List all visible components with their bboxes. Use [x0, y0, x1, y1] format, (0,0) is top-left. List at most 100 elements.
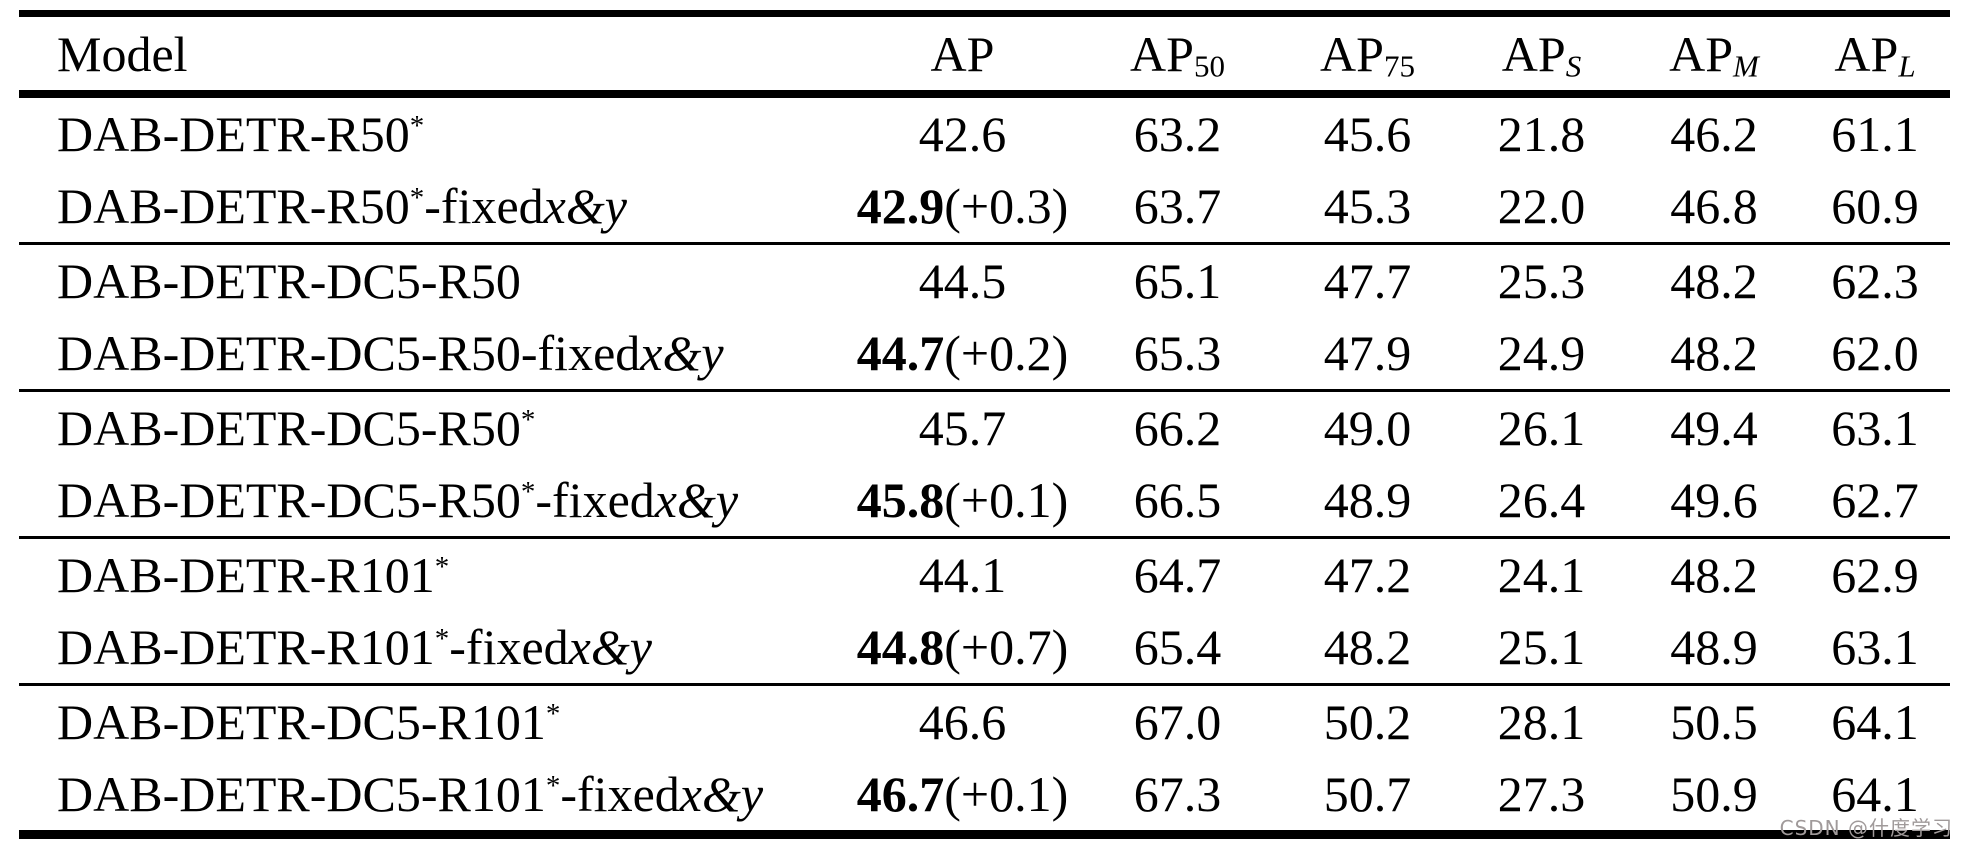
col-header-ap50: AP50 [1075, 13, 1280, 98]
apm-cell: 46.2 [1670, 106, 1758, 162]
apl-cell: 64.1 [1831, 766, 1919, 822]
ap75-cell: 47.9 [1323, 325, 1412, 381]
ap-cell: 42.9(+0.3) [850, 170, 1075, 244]
ap75-cell: 45.6 [1323, 106, 1412, 162]
ap50-cell: 66.2 [1075, 389, 1280, 464]
ap-value: 44.7 [856, 325, 945, 381]
ap-cell: 46.7(+0.1) [850, 758, 1075, 835]
asterisk-superscript: * [409, 182, 425, 215]
table-row: DAB-DETR-R101* 44.1 64.7 47.2 24.1 48.2 … [19, 536, 1950, 611]
apm-cell: 48.9 [1670, 619, 1758, 675]
apl-cell: 63.1 [1831, 619, 1919, 675]
col-header-ap-label: AP [930, 25, 995, 82]
asterisk-superscript: * [545, 698, 561, 731]
asterisk-superscript: * [434, 623, 450, 656]
col-header-apl-label: AP [1834, 25, 1899, 82]
ap-cell: 44.7(+0.2) [850, 317, 1075, 391]
fixed-math-xy: x&y [543, 178, 627, 234]
ap-cell: 45.8(+0.1) [850, 464, 1075, 538]
ap50-cell: 67.0 [1075, 683, 1280, 758]
asterisk-superscript: * [409, 110, 425, 143]
ap-cell: 44.8(+0.7) [850, 611, 1075, 685]
aps-cell: 26.4 [1497, 472, 1586, 528]
table-row: DAB-DETR-DC5-R101* 46.6 67.0 50.2 28.1 5… [19, 683, 1950, 758]
table-row: DAB-DETR-DC5-R50*-fixedx&y 45.8(+0.1) 66… [19, 464, 1950, 538]
header-row: Model AP AP50 AP75 APS APM APL [19, 13, 1950, 98]
model-name: DAB-DETR-R50 [57, 178, 410, 234]
ap75-cell: 48.2 [1323, 619, 1412, 675]
ap50-cell: 65.4 [1133, 619, 1222, 675]
results-table: Model AP AP50 AP75 APS APM APL DAB-DETR-… [19, 10, 1950, 839]
asterisk-superscript: * [520, 404, 536, 437]
apl-cell: 62.9 [1800, 536, 1950, 611]
aps-cell: 24.9 [1497, 325, 1586, 381]
fixed-math-xy: x&y [568, 619, 652, 675]
model-cell: DAB-DETR-DC5-R50-fixedx&y [19, 317, 850, 391]
ap-value: 42.9 [856, 178, 945, 234]
model-name: DAB-DETR-DC5-R101 [57, 694, 546, 750]
model-name: DAB-DETR-DC5-R101 [57, 766, 546, 822]
col-header-apm-sub: M [1733, 48, 1759, 84]
ap-value: 45.7 [918, 400, 1007, 456]
table-row: DAB-DETR-R50* 42.6 63.2 45.6 21.8 46.2 6… [19, 94, 1950, 170]
ap-cell: 45.7 [850, 389, 1075, 464]
ap-cell: 42.6 [850, 94, 1075, 170]
ap-value: 42.6 [918, 106, 1007, 162]
model-cell: DAB-DETR-DC5-R50*-fixedx&y [19, 464, 850, 538]
aps-cell: 26.1 [1455, 389, 1628, 464]
col-header-apm-label: AP [1669, 25, 1734, 82]
ap75-cell: 49.0 [1280, 389, 1455, 464]
col-header-aps: APS [1455, 13, 1628, 98]
model-name: DAB-DETR-DC5-R50 [57, 400, 521, 456]
ap75-cell: 47.7 [1280, 242, 1455, 317]
ap50-cell: 64.7 [1075, 536, 1280, 611]
ap75-cell: 50.2 [1280, 683, 1455, 758]
apm-cell: 46.8 [1670, 178, 1758, 234]
model-name: DAB-DETR-DC5-R50 [57, 253, 521, 309]
fixed-math-xy: x&y [640, 325, 724, 381]
ap-delta: (+0.1) [944, 472, 1069, 528]
apl-cell: 62.0 [1831, 325, 1919, 381]
col-header-aps-sub: S [1565, 48, 1582, 84]
table-row: DAB-DETR-DC5-R50 44.5 65.1 47.7 25.3 48.… [19, 242, 1950, 317]
aps-cell: 24.1 [1455, 536, 1628, 611]
ap75-cell: 47.2 [1280, 536, 1455, 611]
col-header-ap75: AP75 [1280, 13, 1455, 98]
ap50-cell: 65.3 [1133, 325, 1222, 381]
table-row: DAB-DETR-R50*-fixedx&y 42.9(+0.3) 63.7 4… [19, 170, 1950, 244]
model-name: DAB-DETR-DC5-R50 [57, 472, 521, 528]
model-cell: DAB-DETR-R50* [19, 94, 850, 170]
fixed-suffix: -fixed [560, 766, 680, 822]
ap75-cell: 48.9 [1323, 472, 1412, 528]
ap-value: 45.8 [856, 472, 945, 528]
asterisk-superscript: * [520, 476, 536, 509]
col-header-ap50-sub: 50 [1193, 48, 1225, 84]
ap50-cell: 66.5 [1133, 472, 1222, 528]
apl-cell: 62.3 [1800, 242, 1950, 317]
model-cell: DAB-DETR-DC5-R101* [19, 683, 850, 758]
fixed-suffix: -fixed [424, 178, 544, 234]
fixed-suffix: -fixed [449, 619, 569, 675]
model-name: DAB-DETR-R101 [57, 547, 435, 603]
apl-cell: 64.1 [1800, 683, 1950, 758]
model-name: DAB-DETR-R50 [57, 106, 410, 162]
col-header-apm: APM [1628, 13, 1800, 98]
model-cell: DAB-DETR-DC5-R50* [19, 389, 850, 464]
aps-cell: 27.3 [1497, 766, 1586, 822]
table-header: Model AP AP50 AP75 APS APM APL [19, 13, 1950, 98]
ap-value: 44.5 [918, 253, 1007, 309]
ap-value: 44.1 [918, 547, 1007, 603]
asterisk-superscript: * [545, 770, 561, 803]
apm-cell: 50.5 [1628, 683, 1800, 758]
csdn-watermark: CSDN @什度学习 [1779, 816, 1953, 840]
apm-cell: 48.2 [1628, 536, 1800, 611]
asterisk-superscript: * [434, 551, 450, 584]
aps-cell: 28.1 [1455, 683, 1628, 758]
col-header-ap: AP [850, 13, 1075, 98]
ap-value: 46.7 [856, 766, 945, 822]
col-header-aps-label: AP [1501, 25, 1566, 82]
model-cell: DAB-DETR-DC5-R101*-fixedx&y [19, 758, 850, 835]
apm-cell: 48.2 [1670, 325, 1758, 381]
col-header-apl-sub: L [1898, 48, 1916, 84]
ap50-cell: 65.1 [1075, 242, 1280, 317]
